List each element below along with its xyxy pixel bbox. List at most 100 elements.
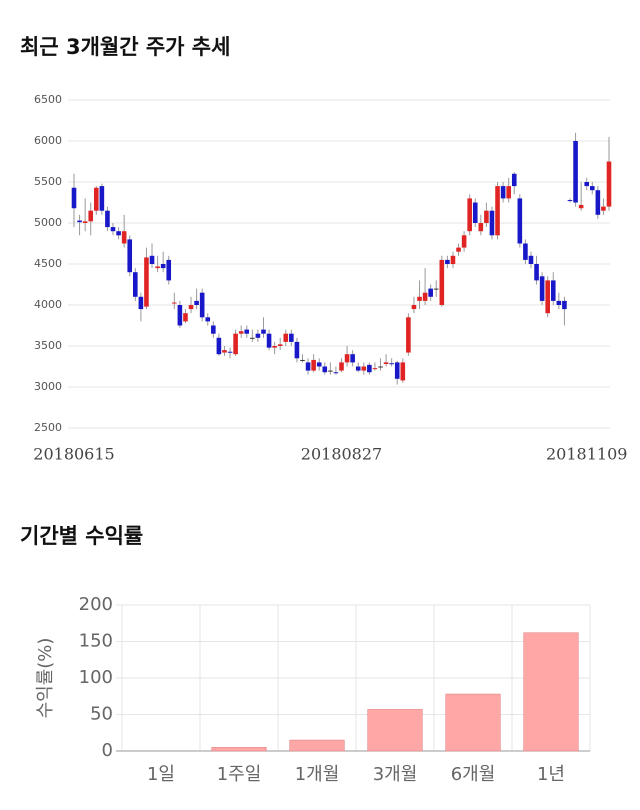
candle-body xyxy=(478,223,484,232)
x-tick-label: 3개월 xyxy=(373,764,418,785)
candle-body xyxy=(211,325,216,334)
candle-body xyxy=(300,359,305,361)
candle-body xyxy=(573,141,578,203)
candle-body xyxy=(428,288,433,297)
x-tick-label: 20180615 xyxy=(33,445,114,464)
y-tick-label: 100 xyxy=(79,667,113,688)
candle-body xyxy=(567,200,573,202)
candle-body xyxy=(506,186,511,199)
candle-body xyxy=(372,368,378,370)
y-tick-label: 6500 xyxy=(34,93,62,106)
y-tick-label: 5500 xyxy=(34,175,62,188)
chart-title: 최근 3개월간 주가 추세 xyxy=(20,35,230,59)
candle-body xyxy=(417,296,422,301)
candle-body xyxy=(316,362,322,367)
candle-body xyxy=(467,198,472,232)
candle-body xyxy=(250,337,255,339)
candle-body xyxy=(277,344,283,346)
candle-body xyxy=(116,231,121,236)
candle-body xyxy=(422,292,428,301)
candle-body xyxy=(355,366,361,371)
candle-body xyxy=(82,221,88,223)
candle-body xyxy=(188,305,194,310)
candle-body xyxy=(99,186,105,211)
candle-body xyxy=(127,239,133,273)
candle-body xyxy=(589,186,595,191)
candle-body xyxy=(205,317,211,322)
candle-body xyxy=(261,329,266,334)
candle-body xyxy=(433,288,439,290)
y-tick-label: 3500 xyxy=(34,339,62,352)
candle-body xyxy=(155,266,160,269)
candle-body xyxy=(233,333,238,355)
candle-body xyxy=(367,364,372,373)
candle-body xyxy=(439,259,445,305)
candle-body xyxy=(311,359,316,371)
candle-body xyxy=(394,362,400,379)
candle-body xyxy=(545,280,550,314)
candle-body xyxy=(333,372,339,374)
y-tick-label: 4500 xyxy=(34,257,62,270)
x-tick-label: 1년 xyxy=(537,764,565,785)
candle-body xyxy=(350,354,355,363)
y-tick-label: 200 xyxy=(79,594,113,615)
candle-body xyxy=(361,366,367,371)
candle-body xyxy=(149,255,155,264)
candle-body xyxy=(450,255,456,264)
candle-body xyxy=(266,333,272,348)
candle-body xyxy=(110,227,116,232)
y-tick-label: 4000 xyxy=(34,298,62,311)
candle-body xyxy=(294,341,300,359)
y-tick-label: 2500 xyxy=(34,421,62,434)
candle-body xyxy=(383,362,389,365)
bar xyxy=(523,632,579,752)
chart-title: 기간별 수익률 xyxy=(20,524,143,548)
candle-body xyxy=(194,300,199,305)
x-tick-label: 6개월 xyxy=(451,764,496,785)
candle-body xyxy=(400,362,406,381)
candle-body xyxy=(562,300,567,310)
x-tick-label: 1주일 xyxy=(217,764,262,785)
candle-body xyxy=(484,210,489,223)
candle-body xyxy=(489,210,495,236)
candle-body xyxy=(166,259,172,281)
bar xyxy=(289,739,345,752)
candle-body xyxy=(456,247,461,252)
candle-body xyxy=(389,363,394,365)
bar xyxy=(367,709,423,752)
y-tick-label: 3000 xyxy=(34,380,62,393)
candle-body xyxy=(511,173,517,187)
candle-body xyxy=(517,198,523,244)
candle-body xyxy=(272,346,277,348)
candle-body xyxy=(411,305,417,310)
candle-body xyxy=(88,210,94,222)
candle-body xyxy=(445,259,450,264)
candle-body xyxy=(144,257,149,307)
candle-body xyxy=(539,276,545,301)
candle-body xyxy=(199,292,205,318)
candle-body xyxy=(289,333,294,342)
candle-body xyxy=(584,182,590,187)
candle-body xyxy=(378,366,383,368)
candle-body xyxy=(172,302,177,304)
candle-body xyxy=(523,243,528,260)
y-tick-label: 6000 xyxy=(34,134,62,147)
candle-body xyxy=(339,362,344,371)
candle-body xyxy=(105,210,110,228)
candle-body xyxy=(328,370,333,372)
candle-body xyxy=(500,186,506,199)
candle-body xyxy=(495,186,500,236)
candle-body xyxy=(121,231,127,244)
candle-body xyxy=(238,331,244,334)
candle-body xyxy=(606,161,612,207)
y-axis-label: 수익률(%) xyxy=(35,638,56,719)
candle-body xyxy=(461,235,467,248)
candle-body xyxy=(216,337,222,355)
candle-body xyxy=(138,296,144,310)
x-tick-label: 20181109 xyxy=(546,445,627,464)
x-tick-label: 20180827 xyxy=(301,445,382,464)
candle-body xyxy=(556,300,562,305)
candle-body xyxy=(534,264,539,281)
candle-body xyxy=(578,204,584,209)
